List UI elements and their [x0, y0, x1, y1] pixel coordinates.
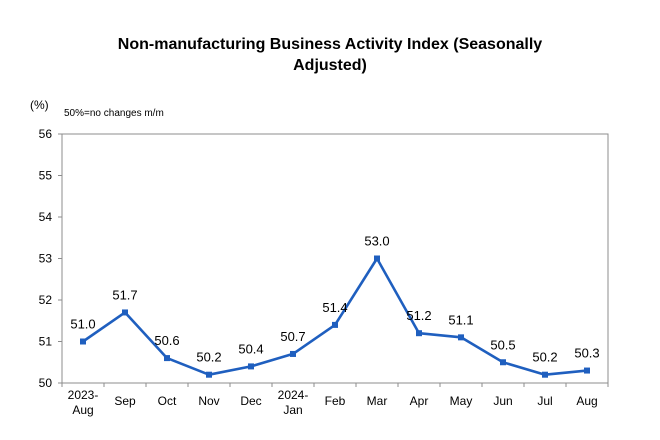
x-tick-label: May: [450, 394, 473, 408]
plot-frame: [61, 133, 609, 384]
data-point: [122, 309, 128, 316]
x-tick-label: 2023-Aug: [68, 388, 99, 417]
data-label: 50.2: [532, 350, 557, 365]
data-point: [542, 371, 548, 378]
x-tick-label: Jun: [493, 394, 512, 408]
data-point: [374, 255, 380, 262]
data-label: 50.3: [574, 346, 599, 361]
data-point: [164, 355, 170, 362]
y-tick-label: 53: [39, 252, 53, 266]
data-label: 51.0: [70, 317, 95, 332]
data-point: [80, 338, 86, 345]
y-tick-label: 50: [39, 376, 53, 390]
data-label: 50.5: [490, 337, 515, 352]
x-tick-label: Sep: [114, 394, 136, 408]
data-label: 50.4: [238, 341, 263, 356]
data-point: [416, 330, 422, 337]
data-label: 50.7: [280, 329, 305, 344]
data-label: 53.0: [364, 234, 389, 249]
y-tick-label: 55: [39, 169, 53, 183]
data-point: [290, 350, 296, 357]
x-tick-label: Nov: [198, 394, 219, 408]
data-point: [500, 359, 506, 366]
x-tick-label: Aug: [576, 394, 597, 408]
x-tick-label: Apr: [410, 394, 429, 408]
x-tick-label: Feb: [325, 394, 346, 408]
data-point: [458, 334, 464, 341]
data-point: [248, 363, 254, 370]
y-tick-label: 51: [39, 335, 53, 349]
chart-note: 50%=no changes m/m: [64, 108, 164, 119]
chart-title: Non-manufacturing Business Activity Inde…: [0, 34, 660, 76]
data-point: [206, 371, 212, 378]
data-label: 51.7: [112, 287, 137, 302]
x-tick-label: Mar: [367, 394, 388, 408]
data-label: 50.6: [154, 333, 179, 348]
y-tick-label: 52: [39, 293, 53, 307]
x-tick-label: Jul: [537, 394, 552, 408]
data-point: [584, 367, 590, 374]
y-axis-unit: (%): [30, 98, 49, 112]
y-tick-label: 54: [39, 210, 53, 224]
x-tick-label: 2024-Jan: [278, 388, 309, 417]
x-tick-label: Oct: [158, 394, 177, 408]
data-label: 51.1: [448, 312, 473, 327]
data-label: 51.4: [322, 300, 347, 315]
data-point: [332, 321, 338, 328]
chart-title-line-2: Adjusted): [293, 57, 367, 74]
y-tick-label: 56: [39, 127, 53, 141]
data-label: 50.2: [196, 350, 221, 365]
chart-title-line-1: Non-manufacturing Business Activity Inde…: [117, 36, 543, 53]
x-tick-label: Dec: [240, 394, 261, 408]
data-label: 51.2: [406, 308, 431, 323]
series-line: [82, 257, 588, 377]
